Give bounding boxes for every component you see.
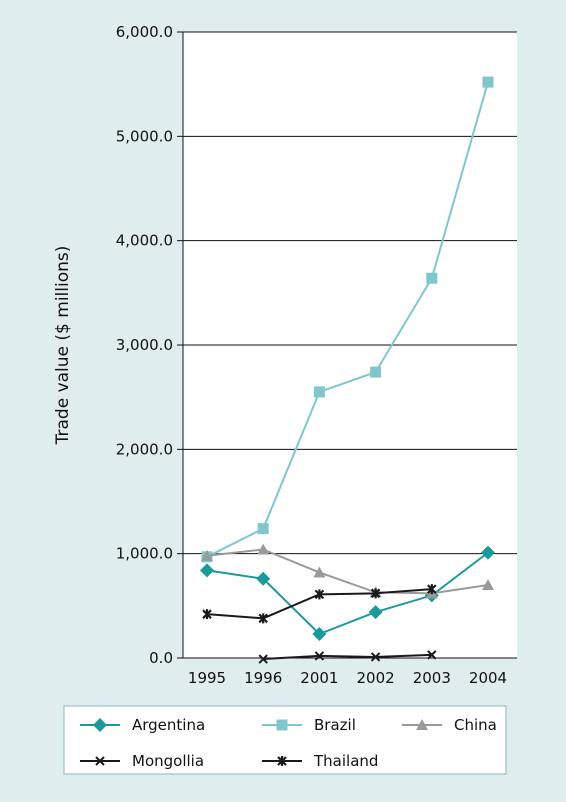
legend-swatch-marker (277, 756, 287, 766)
series-mongollia (258, 650, 437, 664)
y-tick-label: 5,000.0 (116, 127, 173, 145)
data-point-mongollia (370, 652, 381, 662)
series-china (201, 543, 494, 599)
data-point-brazil (482, 76, 494, 88)
legend-label: Thailand (313, 752, 378, 770)
data-point-argentina (312, 627, 327, 642)
x-tick-label: 2002 (357, 669, 395, 687)
series-thailand (202, 584, 437, 624)
y-tick-label: 1,000.0 (116, 545, 173, 563)
data-point-china (201, 549, 213, 561)
legend-label: Mongollia (132, 752, 204, 770)
legend-item-thailand: Thailand (262, 752, 378, 770)
x-axis-ticks: 1995 1996 2001 2002 2003 2004 (188, 669, 507, 687)
y-tick-label: 3,000.0 (116, 336, 173, 354)
legend-label: China (454, 716, 497, 734)
data-point-argentina (256, 571, 271, 586)
legend-item-brazil: Brazil (262, 716, 356, 734)
series-group (200, 76, 495, 664)
x-tick-label: 1996 (244, 669, 282, 687)
series-line-brazil (206, 81, 489, 558)
data-point-thailand (370, 588, 381, 599)
x-tick-label: 2004 (469, 669, 507, 687)
data-point-thailand (202, 609, 212, 620)
series-line-argentina (206, 551, 489, 636)
data-point-argentina (481, 545, 495, 560)
y-axis-label: Trade value ($ millions) (53, 246, 73, 446)
series-line-china (206, 548, 489, 595)
data-point-thailand (258, 613, 268, 624)
legend-item-mongollia: Mongollia (80, 752, 204, 770)
data-point-brazil (313, 386, 325, 398)
data-point-thailand (427, 584, 437, 595)
legend-swatch-marker (276, 719, 288, 731)
y-tick-label: 2,000.0 (116, 440, 173, 458)
legend-label: Brazil (314, 716, 356, 734)
x-tick-label: 2003 (413, 669, 451, 687)
data-point-china (482, 578, 494, 590)
y-tick-label: 6,000.0 (116, 23, 173, 41)
legend-swatch-marker (95, 756, 105, 766)
data-point-mongollia (427, 650, 437, 660)
data-point-brazil (257, 523, 269, 535)
legend-item-argentina: Argentina (80, 716, 205, 734)
x-tick-label: 2001 (300, 669, 338, 687)
legend-item-china: China (402, 716, 497, 734)
legend-swatch-marker (416, 719, 428, 730)
data-point-china (257, 543, 270, 555)
data-point-thailand (314, 589, 325, 600)
y-tick-label: 0.0 (149, 649, 173, 667)
series-line-mongollia (263, 653, 432, 661)
data-point-brazil (426, 272, 438, 284)
y-axis-ticks: 0.0 1,000.0 2,000.0 3,000.0 4,000.0 5,000.0 6,… (116, 23, 183, 667)
legend-swatch-marker (93, 718, 107, 732)
data-point-argentina (200, 563, 214, 578)
data-point-brazil (370, 366, 382, 378)
legend-label: Argentina (132, 716, 205, 734)
data-point-mongollia (258, 654, 268, 664)
data-point-mongollia (314, 651, 325, 661)
data-point-china (313, 566, 326, 578)
legend: Argentina Brazil China Mongollia Thailand (80, 716, 497, 770)
y-tick-label: 4,000.0 (116, 232, 173, 250)
grid-lines (183, 31, 517, 555)
x-tick-label: 1995 (188, 669, 226, 687)
data-point-argentina (368, 605, 383, 620)
